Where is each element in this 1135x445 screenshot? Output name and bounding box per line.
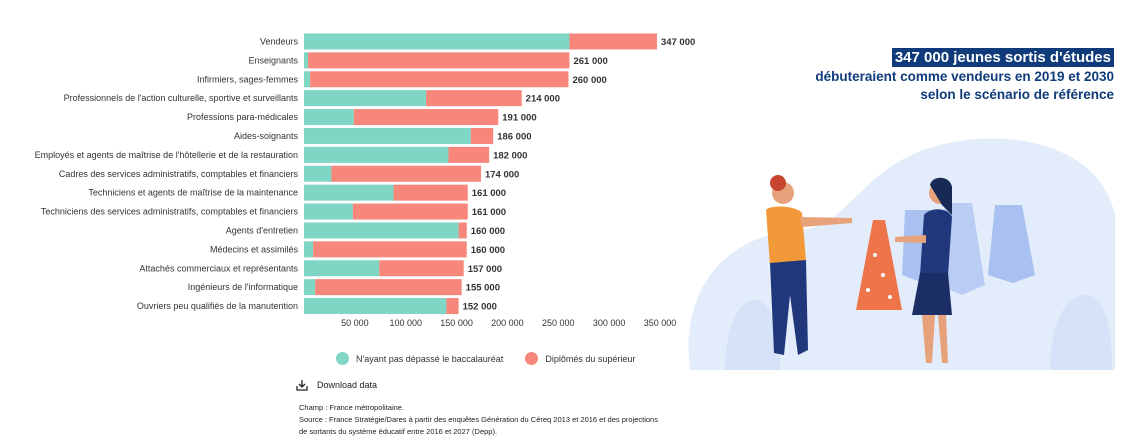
note-champ: Champ : France métropolitaine. — [299, 403, 405, 412]
bar-segment-no-bac[interactable] — [304, 71, 311, 88]
x-tick-label: 50 000 — [341, 318, 369, 328]
download-icon — [296, 380, 308, 391]
legend-swatch-salmon — [525, 352, 539, 365]
bar-total-label: 191 000 — [502, 113, 536, 124]
note-source: Source : France Stratégie/Dares à partir… — [299, 415, 658, 436]
bar-segment-superieur[interactable] — [446, 298, 459, 315]
category-label: Aides-soignants — [234, 131, 299, 141]
category-label: Attachés commerciaux et représentants — [139, 263, 298, 273]
legend-item-superieur[interactable]: Diplômés du supérieur — [525, 352, 635, 365]
bar-segment-no-bac[interactable] — [304, 90, 427, 107]
category-label: Ouvriers peu qualifiés de la manutention — [137, 301, 298, 311]
dress-on-hanger — [856, 220, 902, 310]
chart-notes: Champ : France métropolitaine. Source : … — [299, 402, 659, 438]
x-tick-label: 200 000 — [491, 318, 524, 328]
category-label: Enseignants — [248, 55, 298, 65]
x-tick-label: 100 000 — [389, 318, 422, 328]
bar-segment-superieur[interactable] — [426, 90, 522, 107]
stacked-bar-chart: Vendeurs 347 000 Enseignants 261 000 Infirmi… — [35, 33, 695, 328]
clothing-shop-illustration — [688, 138, 1115, 370]
bar-segment-superieur[interactable] — [308, 52, 570, 69]
bar-segment-superieur[interactable] — [352, 203, 468, 220]
chart-legend: N'ayant pas dépassé le baccalauréat Dipl… — [336, 352, 635, 365]
bar-segment-no-bac[interactable] — [304, 165, 332, 182]
bar-segment-no-bac[interactable] — [304, 241, 314, 258]
bar-segment-no-bac[interactable] — [304, 52, 309, 69]
bar-total-label: 155 000 — [466, 283, 500, 294]
bar-total-label: 161 000 — [472, 188, 506, 199]
plant-shape — [725, 300, 780, 370]
seller-woman — [895, 177, 952, 363]
bar-total-label: 186 000 — [497, 131, 531, 142]
plant-shape-right — [1050, 295, 1112, 370]
bar-total-label: 157 000 — [468, 264, 502, 275]
bar-segment-no-bac[interactable] — [304, 33, 570, 50]
category-label: Cadres des services administratifs, comp… — [59, 169, 299, 179]
bar-total-label: 161 000 — [472, 207, 506, 218]
bar-total-label: 160 000 — [471, 226, 505, 237]
bar-segment-no-bac[interactable] — [304, 298, 447, 315]
bar-segment-no-bac[interactable] — [304, 222, 459, 239]
legend-label-superieur: Diplômés du supérieur — [545, 353, 636, 364]
bar-segment-superieur[interactable] — [448, 146, 490, 163]
bar-segment-no-bac[interactable] — [304, 279, 316, 296]
headline-line-2: débuteraient comme vendeurs en 2019 et 2… — [815, 69, 1114, 84]
bar-segment-superieur[interactable] — [470, 127, 494, 144]
shopper-woman — [766, 175, 852, 355]
bar-segment-superieur[interactable] — [353, 109, 499, 126]
legend-item-no-bac[interactable]: N'ayant pas dépassé le baccalauréat — [336, 352, 503, 365]
bar-segment-superieur[interactable] — [379, 260, 464, 277]
x-tick-label: 300 000 — [593, 318, 626, 328]
bar-segment-superieur[interactable] — [458, 222, 467, 239]
download-data-button[interactable]: Download data — [296, 379, 377, 391]
bar-segment-no-bac[interactable] — [304, 260, 380, 277]
legend-label-no-bac: N'ayant pas dépassé le baccalauréat — [356, 353, 504, 364]
download-data-label: Download data — [317, 380, 378, 390]
bar-segment-superieur[interactable] — [331, 165, 481, 182]
category-label: Professionnels de l'action culturelle, s… — [64, 93, 299, 103]
x-tick-label: 150 000 — [440, 318, 473, 328]
category-label: Techniciens et agents de maîtrise de la … — [88, 188, 298, 198]
bar-total-label: 182 000 — [493, 150, 527, 161]
category-label: Infirmiers, sages-femmes — [197, 74, 299, 84]
bar-total-label: 174 000 — [485, 169, 519, 180]
legend-swatch-teal — [336, 352, 349, 365]
x-tick-label: 350 000 — [644, 318, 677, 328]
bar-total-label: 160 000 — [471, 245, 505, 256]
bar-segment-no-bac[interactable] — [304, 109, 354, 126]
category-label: Techniciens des services administratifs,… — [41, 207, 299, 217]
bar-total-label: 214 000 — [526, 94, 560, 105]
category-label: Professions para-médicales — [187, 112, 299, 122]
bar-segment-no-bac[interactable] — [304, 203, 353, 220]
bar-segment-no-bac[interactable] — [304, 146, 449, 163]
headline-main: 347 000 jeunes sortis d'études — [891, 48, 1114, 67]
category-label: Médecins et assimilés — [210, 244, 299, 254]
bar-segment-no-bac[interactable] — [304, 127, 471, 144]
category-label: Employés et agents de maîtrise de l'hôte… — [35, 150, 298, 160]
bar-total-label: 347 000 — [661, 37, 695, 48]
bar-total-label: 260 000 — [572, 75, 606, 86]
bar-segment-superieur[interactable] — [393, 184, 468, 201]
bar-segment-superieur[interactable] — [310, 71, 569, 88]
category-label: Ingénieurs de l'informatique — [188, 282, 298, 292]
bar-total-label: 261 000 — [573, 56, 607, 67]
x-tick-label: 250 000 — [542, 318, 575, 328]
bar-segment-superieur[interactable] — [315, 279, 462, 296]
bar-segment-superieur[interactable] — [313, 241, 467, 258]
bar-total-label: 152 000 — [463, 302, 497, 313]
category-label: Agents d'entretien — [226, 225, 298, 235]
bar-segment-no-bac[interactable] — [304, 184, 394, 201]
headline: 347 000 jeunes sortis d'études débuterai… — [815, 48, 1114, 103]
headline-line-3: selon le scénario de référence — [920, 87, 1114, 102]
bar-segment-superieur[interactable] — [569, 33, 657, 50]
category-label: Vendeurs — [260, 36, 299, 46]
